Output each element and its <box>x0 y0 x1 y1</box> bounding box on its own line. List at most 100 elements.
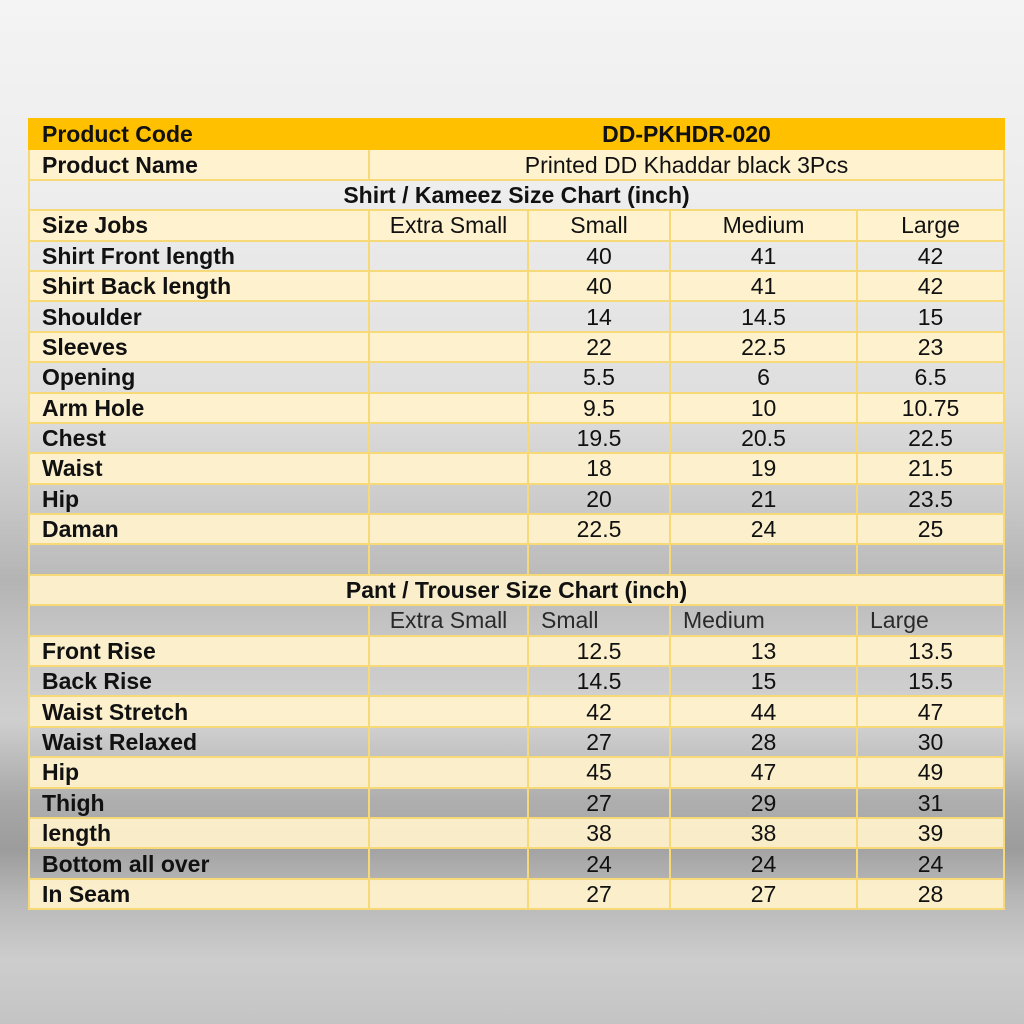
cell-value: 22.5 <box>855 421 1006 455</box>
shirt-row: Sleeves 22 22.5 23 <box>28 330 1006 364</box>
cell-value <box>368 239 529 272</box>
cell-value: 40 <box>527 269 671 303</box>
cell-value: 10.75 <box>855 391 1006 424</box>
shirt-title-row: Shirt / Kameez Size Chart (inch) <box>27 178 1006 212</box>
cell-value: 39 <box>855 816 1006 850</box>
shirt-row: Shirt Back length 40 41 42 <box>28 269 1006 303</box>
product-code-value: DD-PKHDR-020 <box>367 117 1006 151</box>
cell-value <box>368 391 529 424</box>
cell-value: Extra Small <box>368 209 529 242</box>
cell-value: Small <box>527 209 671 242</box>
cell-value: 10 <box>669 391 858 424</box>
cell-value: 24 <box>669 847 858 880</box>
product-code-row: Product Code DD-PKHDR-020 <box>28 117 1006 151</box>
cell-value: 45 <box>527 756 671 789</box>
cell-value: 12.5 <box>527 634 671 668</box>
cell-value: 25 <box>855 513 1006 546</box>
shirt-row: Opening 5.5 6 6.5 <box>28 361 1006 394</box>
empty-cell <box>28 543 370 576</box>
cell-value <box>368 482 529 516</box>
cell-value: 5.5 <box>527 361 671 394</box>
cell-value: 18 <box>527 452 671 485</box>
cell-value: 14.5 <box>527 665 671 698</box>
cell-value: 47 <box>669 756 858 789</box>
row-label: Thigh <box>28 786 370 819</box>
cell-value: 23.5 <box>855 482 1006 516</box>
cell-value: 22.5 <box>527 513 671 546</box>
cell-value <box>368 361 529 394</box>
cell-value: 38 <box>527 816 671 850</box>
cell-value: 15 <box>669 665 858 698</box>
cell-value <box>368 665 529 698</box>
row-label: Opening <box>28 361 370 394</box>
product-code-label: Product Code <box>28 117 370 151</box>
row-label: Shirt Front length <box>28 239 370 272</box>
pant-row: Bottom all over 24 24 24 <box>28 847 1006 880</box>
empty-cell <box>669 543 858 576</box>
cell-value: 13.5 <box>855 634 1006 668</box>
cell-value: 44 <box>669 695 858 728</box>
cell-value: 20 <box>527 482 671 516</box>
row-label: Waist Stretch <box>28 695 370 728</box>
pant-row: In Seam 27 27 28 <box>28 877 1006 911</box>
cell-value: 14.5 <box>669 300 858 333</box>
cell-value: 41 <box>669 239 858 272</box>
cell-value <box>368 695 529 728</box>
cell-value: Small <box>527 604 671 637</box>
cell-value <box>368 847 529 880</box>
size-chart-table: Product Code DD-PKHDR-020 Product Name P… <box>27 117 1006 911</box>
cell-value: 49 <box>855 756 1006 789</box>
cell-value: 42 <box>855 269 1006 303</box>
shirt-row: Shoulder 14 14.5 15 <box>28 300 1006 333</box>
cell-value: 28 <box>669 725 858 759</box>
cell-value: 6 <box>669 361 858 394</box>
cell-value <box>368 756 529 789</box>
row-label: Size Jobs <box>28 209 370 242</box>
cell-value: 27 <box>527 877 671 911</box>
cell-value <box>368 421 529 455</box>
cell-value: Medium <box>669 209 858 242</box>
cell-value: 6.5 <box>855 361 1006 394</box>
empty-row <box>28 543 1006 576</box>
cell-value: 19 <box>669 452 858 485</box>
cell-value <box>368 269 529 303</box>
empty-cell <box>855 543 1006 576</box>
cell-value: 23 <box>855 330 1006 364</box>
cell-value <box>368 300 529 333</box>
cell-value: 28 <box>855 877 1006 911</box>
row-label: length <box>28 816 370 850</box>
row-label: Back Rise <box>28 665 370 698</box>
shirt-chart-title: Shirt / Kameez Size Chart (inch) <box>27 178 1006 212</box>
cell-value <box>368 634 529 668</box>
pant-row: Front Rise 12.5 13 13.5 <box>28 634 1006 668</box>
row-label: Shoulder <box>28 300 370 333</box>
cell-value: 21.5 <box>855 452 1006 485</box>
cell-value: 27 <box>669 877 858 911</box>
cell-value <box>368 786 529 819</box>
cell-value: 30 <box>855 725 1006 759</box>
row-label: Waist Relaxed <box>28 725 370 759</box>
cell-value: 22 <box>527 330 671 364</box>
cell-value <box>368 452 529 485</box>
row-label: Hip <box>28 756 370 789</box>
cell-value: 29 <box>669 786 858 819</box>
cell-value: 41 <box>669 269 858 303</box>
cell-value: 38 <box>669 816 858 850</box>
row-label: Daman <box>28 513 370 546</box>
cell-value <box>368 877 529 911</box>
row-label: In Seam <box>28 877 370 911</box>
shirt-header-row: Size Jobs Extra Small Small Medium Large <box>28 209 1006 242</box>
cell-value: 9.5 <box>527 391 671 424</box>
cell-value <box>368 513 529 546</box>
cell-value: 31 <box>855 786 1006 819</box>
cell-value: 27 <box>527 725 671 759</box>
empty-cell <box>527 543 671 576</box>
cell-value: 15.5 <box>855 665 1006 698</box>
pant-header-row: Extra Small Small Medium Large <box>28 604 1006 637</box>
cell-value: 42 <box>855 239 1006 272</box>
cell-value: Medium <box>669 604 858 637</box>
cell-value: 15 <box>855 300 1006 333</box>
cell-value <box>368 725 529 759</box>
pant-row: Back Rise 14.5 15 15.5 <box>28 665 1006 698</box>
cell-value: 13 <box>669 634 858 668</box>
